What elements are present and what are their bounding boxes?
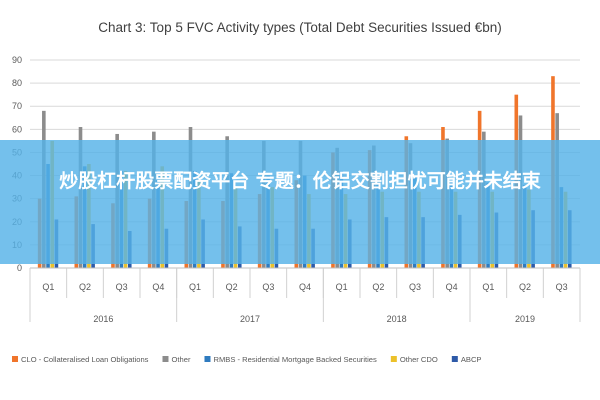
legend-label: ABCP xyxy=(461,355,482,364)
x-tick-label: Q1 xyxy=(482,282,494,292)
legend-swatch xyxy=(451,356,458,362)
x-tick-label: Q1 xyxy=(189,282,201,292)
legend-swatch xyxy=(390,356,397,362)
year-label: 2016 xyxy=(93,314,113,324)
x-axis: Q1 Q2 Q3 Q4 Q1 Q2 Q3 Q4 Q1 Q2 Q3 Q4 Q1 Q2 Q3 2016 2017 20… xyxy=(29,267,581,324)
x-tick-label: Q4 xyxy=(299,282,311,292)
legend-label: RMBS - Residential Mortgage Backed Secur… xyxy=(213,355,377,364)
y-tick-label: 0 xyxy=(17,263,22,273)
chart-title: Chart 3: Top 5 FVC Activity types (Total… xyxy=(98,20,501,35)
x-tick-label: Q3 xyxy=(116,282,128,292)
x-tick-label: Q3 xyxy=(556,282,568,292)
banner-text: 炒股杠杆股票配资平台 专题：伦铝交割担忧可能并未结束 xyxy=(59,170,541,192)
legend-swatch xyxy=(12,356,18,362)
y-tick-label: 80 xyxy=(12,78,22,88)
x-tick-label: Q3 xyxy=(262,282,274,292)
x-tick-label: Q2 xyxy=(372,282,384,292)
year-label: 2017 xyxy=(240,314,260,324)
year-label: 2018 xyxy=(387,314,407,324)
x-tick-label: Q1 xyxy=(42,282,54,292)
x-tick-label: Q4 xyxy=(152,282,164,292)
y-tick-label: 90 xyxy=(12,55,22,65)
legend-label: CLO - Collateralised Loan Obligations xyxy=(21,355,149,364)
legend: CLO - Collateralised Loan Obligations Oth… xyxy=(12,355,482,364)
y-tick-label: 60 xyxy=(12,124,22,134)
x-tick-label: Q2 xyxy=(79,282,91,292)
legend-swatch xyxy=(162,356,169,362)
y-tick-label: 70 xyxy=(12,101,22,111)
x-tick-label: Q4 xyxy=(446,282,458,292)
x-tick-label: Q2 xyxy=(226,282,238,292)
promo-banner: 炒股杠杆股票配资平台 专题：伦铝交割担忧可能并未结束 xyxy=(0,140,600,264)
legend-swatch xyxy=(204,356,211,362)
legend-label: Other xyxy=(171,355,190,364)
year-label: 2019 xyxy=(515,314,535,324)
legend-label: Other CDO xyxy=(400,355,438,364)
x-tick-label: Q3 xyxy=(409,282,421,292)
x-tick-label: Q1 xyxy=(336,282,348,292)
x-tick-label: Q2 xyxy=(519,282,531,292)
